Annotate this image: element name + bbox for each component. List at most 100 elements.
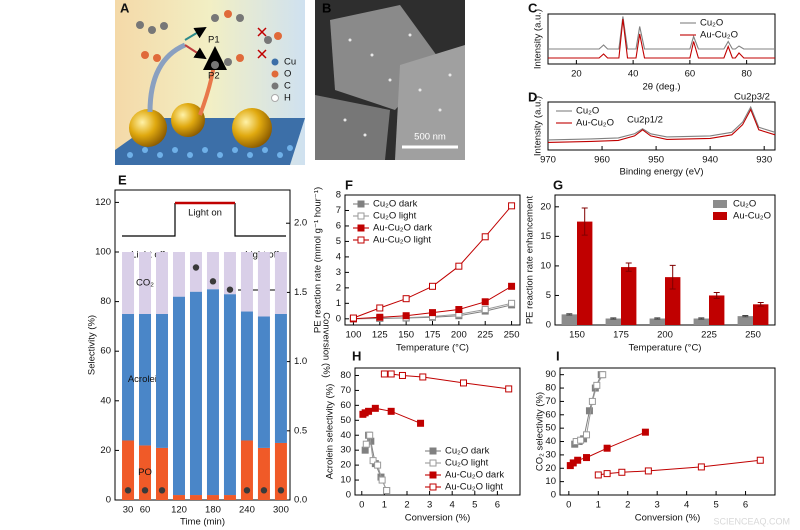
y-axis-title: Selectivity (%) <box>87 315 98 375</box>
bar <box>561 314 577 325</box>
plot-frame <box>354 367 521 496</box>
marker <box>585 407 593 415</box>
legend-dot <box>271 94 279 102</box>
watermark: SCIENCEAQ.COM <box>713 516 790 526</box>
legend-label: Au-Cu₂O light <box>373 235 431 246</box>
marker <box>402 295 410 303</box>
marker <box>349 314 357 322</box>
marker <box>481 298 489 306</box>
x-tick-label: 100 <box>346 330 362 341</box>
error-bar <box>698 317 705 320</box>
marker <box>380 370 388 378</box>
series-line <box>547 108 776 143</box>
conversion-point <box>209 278 217 285</box>
x-tick-label: 180 <box>205 505 221 516</box>
x-tick-label: 6 <box>743 500 748 511</box>
legend-label: C <box>284 81 291 92</box>
y-tick-label: 40 <box>100 395 111 406</box>
legend-label: Au-Cu₂O dark <box>373 223 432 234</box>
marker <box>603 444 611 452</box>
product-label: P2 <box>208 71 220 82</box>
legend-label: Cu₂O <box>733 199 756 210</box>
bar-segment <box>240 252 253 312</box>
y-tick-label: 50 <box>545 423 556 434</box>
error-bar <box>669 264 676 290</box>
y-tick-label: 15 <box>540 231 551 242</box>
bar-segment <box>189 495 202 500</box>
bar <box>621 267 637 325</box>
panel-letter: D <box>528 89 537 104</box>
segment-label: Acrolein <box>128 374 162 385</box>
bar <box>737 316 753 325</box>
conversion-point <box>277 487 285 494</box>
conversion-point <box>226 286 234 293</box>
marker <box>366 431 374 439</box>
annotation: Light on <box>188 208 222 219</box>
error-bar <box>581 207 588 236</box>
y-tick-label: 2 <box>336 282 341 293</box>
legend-label: Cu₂O <box>576 106 599 117</box>
marker <box>481 233 489 241</box>
reaction-arrow <box>198 46 227 116</box>
bar-segment <box>172 296 185 496</box>
panel-letter: C <box>528 0 538 15</box>
panel-a: Cu O C H P1 P2 A <box>115 0 305 165</box>
x-axis-title: Conversion (%) <box>635 513 700 524</box>
legend-label: Au-Cu₂O <box>700 30 738 41</box>
x-tick-label: 250 <box>504 330 520 341</box>
plot-frame <box>547 101 776 151</box>
x-tick-label: 240 <box>239 505 255 516</box>
marker <box>583 454 591 462</box>
x-axis-title: Time (min) <box>180 517 225 528</box>
panel-b: 500 nm B <box>315 0 465 160</box>
marker <box>429 282 436 290</box>
lattice-atoms <box>127 145 293 158</box>
marker <box>593 381 601 389</box>
legend-label: Au-Cu₂O light <box>445 482 503 493</box>
x-tick-label: 225 <box>701 330 717 341</box>
legend-dot <box>271 70 279 78</box>
legend-marker <box>357 212 365 220</box>
marker <box>369 457 377 465</box>
y2-tick-label: 1.0 <box>294 356 307 367</box>
legend-label: Cu₂O light <box>445 458 489 469</box>
panel-letter: H <box>352 348 361 363</box>
marker <box>374 461 382 469</box>
plot-frame <box>344 194 521 326</box>
y-tick-label: 0 <box>346 490 351 501</box>
marker <box>697 463 705 471</box>
marker <box>387 370 395 378</box>
reaction-arrow <box>184 26 207 41</box>
marker <box>419 373 427 381</box>
gold-particle <box>171 103 205 137</box>
bar <box>577 221 593 325</box>
bar-segment <box>156 252 169 314</box>
marker <box>644 467 652 475</box>
x-tick-label: 250 <box>745 330 761 341</box>
x-tick-label: 80 <box>741 69 752 80</box>
x-tick-label: 0 <box>359 500 364 511</box>
x-axis-title: Temperature (°C) <box>629 343 702 354</box>
marker <box>361 446 369 454</box>
error-bar <box>742 315 749 318</box>
y-tick-label: 20 <box>545 463 556 474</box>
legend-marker <box>429 459 437 467</box>
y2-axis-title: Conversion (%) <box>320 312 331 377</box>
bar-segment <box>172 495 185 500</box>
legend-dot <box>271 58 279 66</box>
series-line <box>547 105 776 141</box>
bar-segment <box>206 495 219 500</box>
bar-segment <box>223 495 236 500</box>
bar-segment <box>122 252 135 314</box>
x-tick-label: 200 <box>657 330 673 341</box>
legend-swatch <box>713 212 727 220</box>
y2-tick-label: 0.5 <box>294 425 307 436</box>
gold-particle <box>232 108 272 148</box>
panel-letter: E <box>118 172 127 187</box>
x-tick-label: 3 <box>427 500 432 511</box>
x-axis-title: Temperature (°C) <box>396 343 469 354</box>
marker <box>362 440 370 448</box>
conversion-point <box>124 487 132 494</box>
bar-segment <box>257 316 270 448</box>
